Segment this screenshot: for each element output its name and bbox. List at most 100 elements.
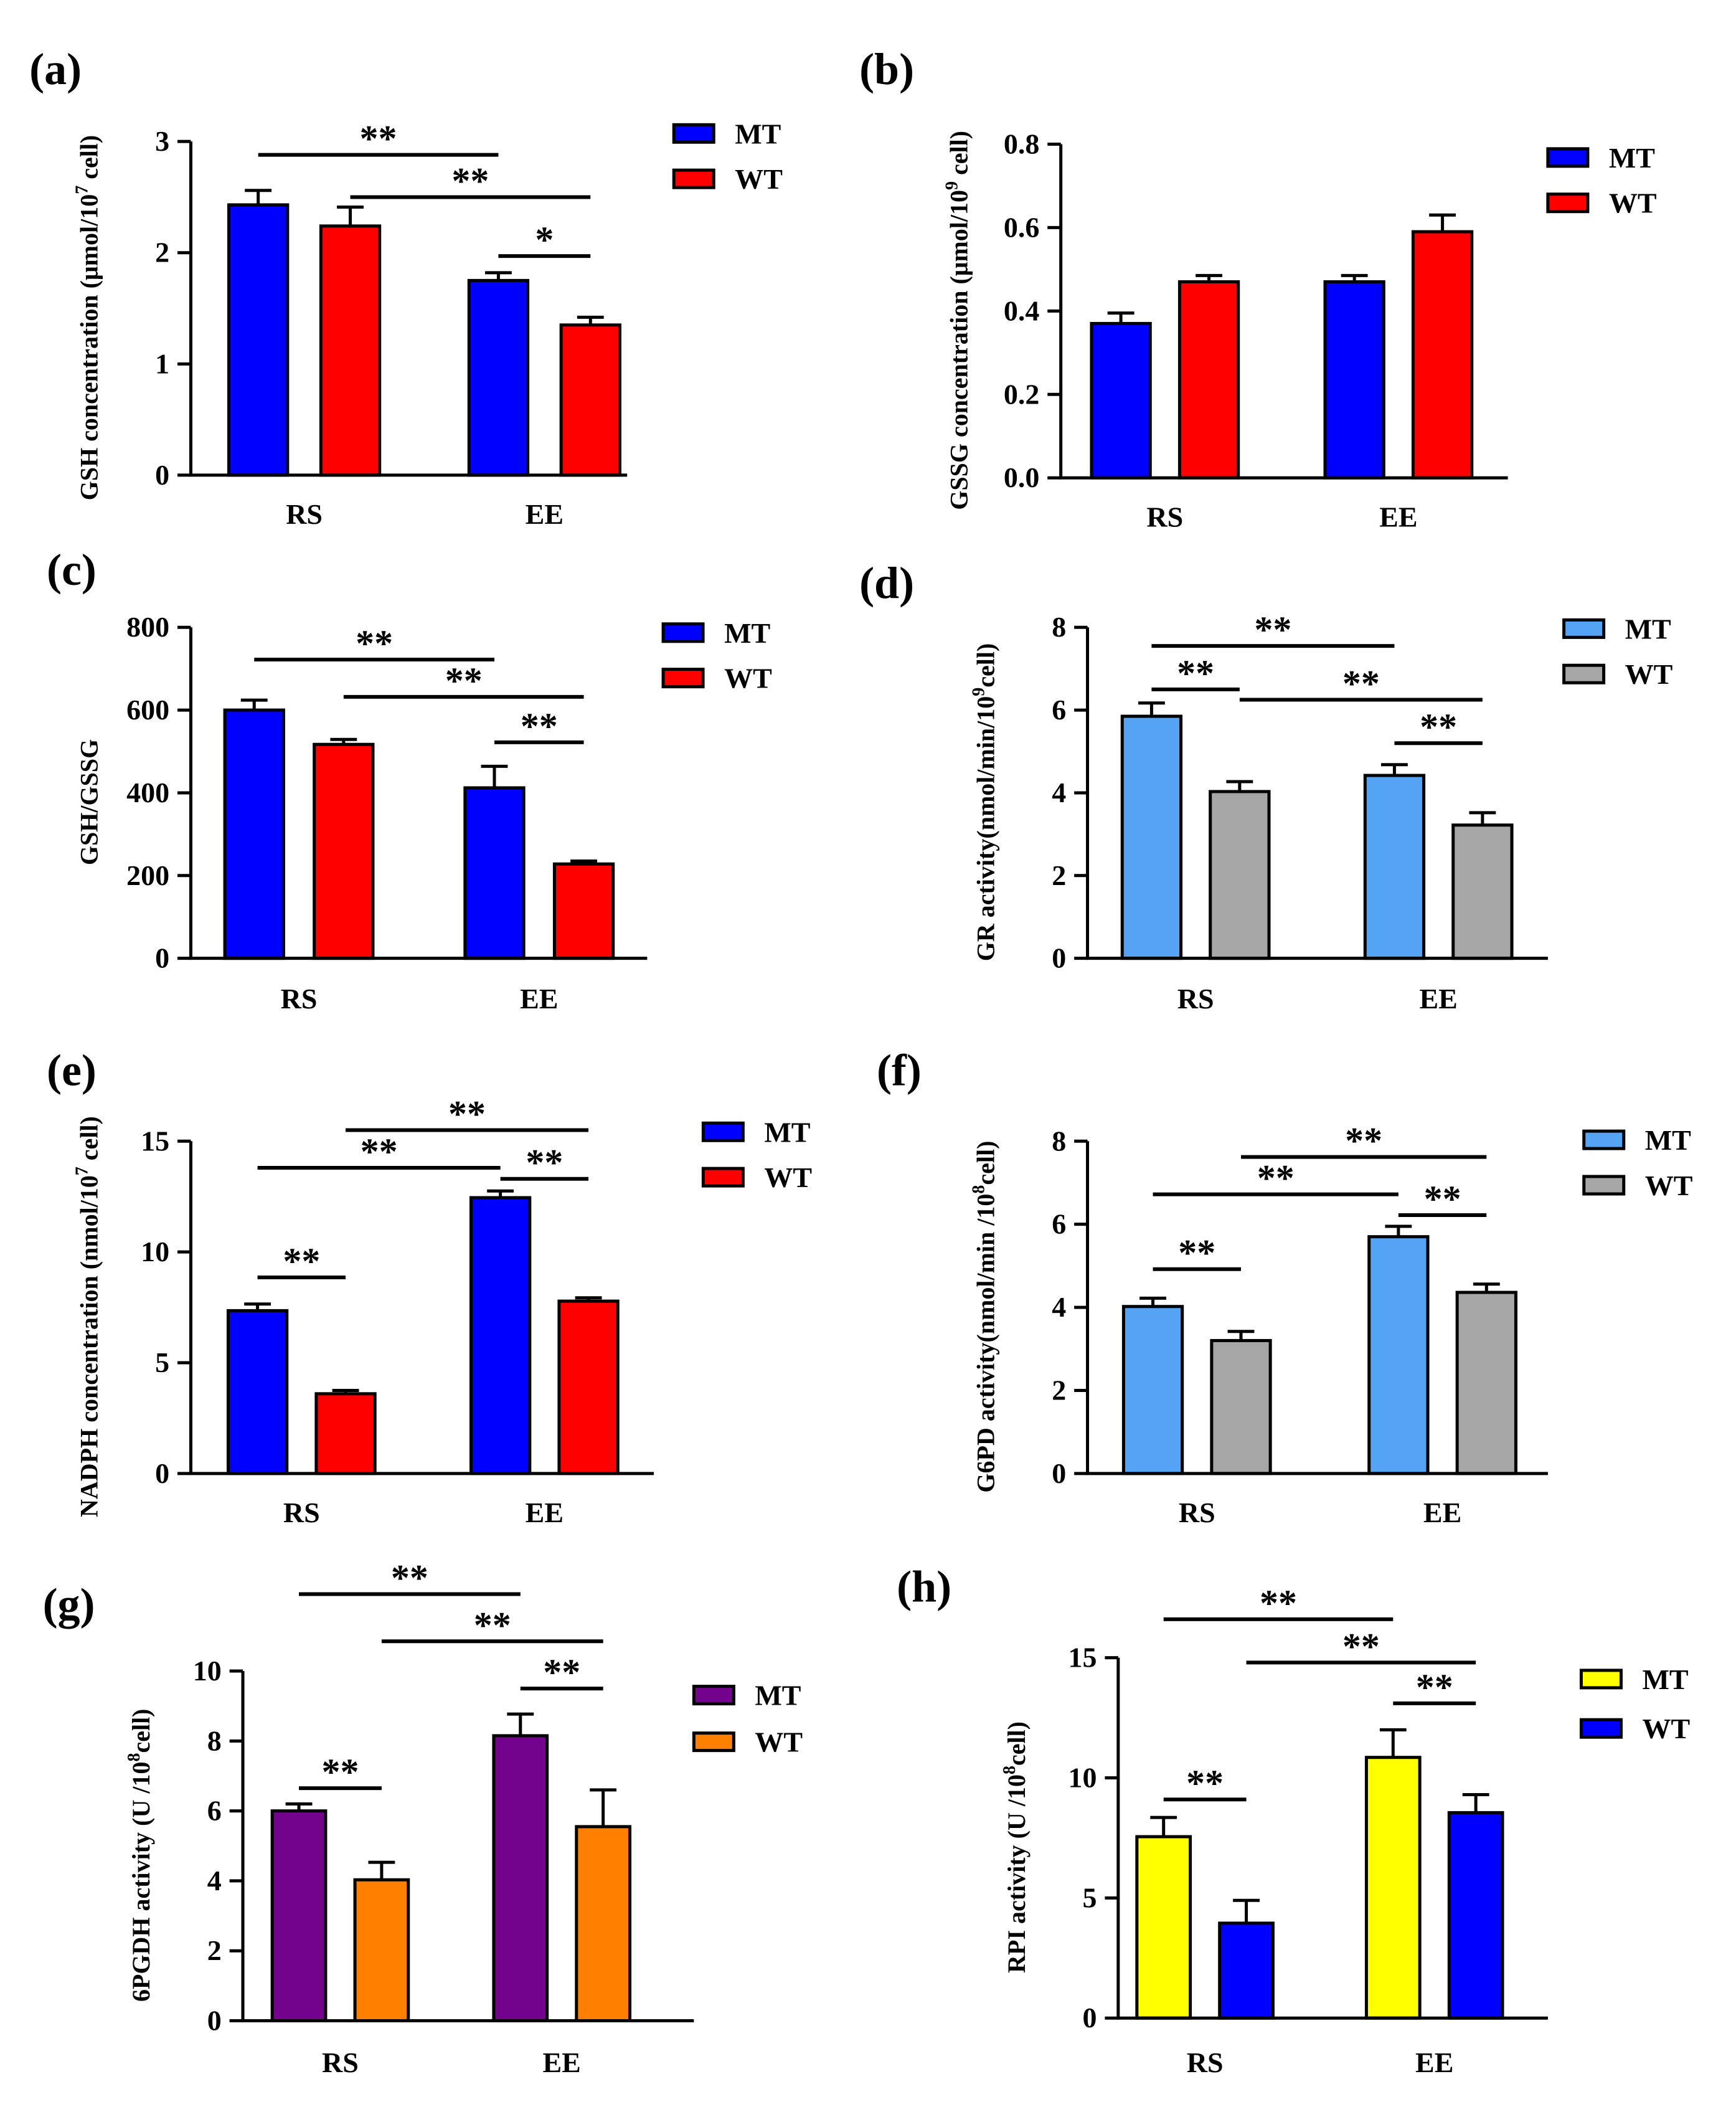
y-axis-title: GSH concentration (μmol/107 cell)	[72, 135, 103, 501]
bar-wt-rs	[314, 1392, 377, 1475]
bar-wt-rs	[1210, 1338, 1272, 1475]
significance-mark: **	[445, 660, 483, 701]
axes	[1059, 144, 1508, 480]
panel-label: (g)	[43, 1579, 95, 1629]
bar-mt-ee	[1367, 1235, 1430, 1475]
chart-panel-h: (h) 0 5 10 15 RS EE RPI activity (U /108cell) **…	[897, 1562, 1690, 2078]
x-tick-label: EE	[1423, 1497, 1461, 1528]
error-bar	[1473, 1282, 1500, 1293]
error-bar	[1139, 1296, 1166, 1307]
significance-mark: **	[543, 1652, 580, 1693]
y-tick-label: 3	[155, 125, 169, 157]
bar-mt-rs	[226, 1309, 289, 1475]
legend-label-wt: WT	[1625, 658, 1673, 690]
legend-label-wt: WT	[735, 163, 783, 195]
significance-mark: **	[1342, 663, 1380, 704]
error-bar	[285, 1802, 313, 1811]
legend-swatch-mt	[661, 622, 705, 643]
legend-swatch-wt	[661, 668, 705, 689]
x-tick-label: RS	[322, 2047, 359, 2078]
y-tick-label: 2	[155, 237, 169, 268]
bar-mt-rs	[227, 203, 290, 477]
legend-swatch-mt	[1562, 618, 1606, 639]
y-tick-label: 2	[207, 1934, 222, 1966]
bar-wt-ee	[1451, 823, 1514, 960]
y-tick-label: 0	[155, 1457, 169, 1489]
bar-wt-ee	[1411, 230, 1474, 480]
legend-swatch-wt	[1546, 192, 1590, 214]
y-tick-label: 0	[155, 459, 169, 491]
legend-swatch-wt	[1562, 663, 1606, 684]
y-tick-label: 6	[207, 1795, 222, 1827]
error-bar	[590, 1788, 617, 1827]
error-bar	[1233, 1898, 1260, 1923]
panel-label: (b)	[859, 44, 914, 94]
axes	[1086, 1141, 1548, 1475]
significance-mark: **	[521, 706, 558, 747]
y-axis-title: GR activity(nmol/min/109cell)	[969, 643, 1000, 962]
y-tick-label: 6	[1052, 694, 1066, 726]
bar-wt-rs	[1209, 790, 1271, 960]
bar-wt-ee	[1447, 1811, 1504, 2020]
bar-wt-ee	[552, 862, 615, 960]
chart-panel-d: (d) 0 2 4 6 8 RS EE GR activity(nmol/min/109cell…	[859, 558, 1672, 1015]
x-tick-label: EE	[1415, 2047, 1453, 2078]
significance-mark: **	[391, 1558, 428, 1599]
y-tick-label: 5	[155, 1347, 169, 1378]
y-tick-label: 800	[126, 611, 169, 643]
x-tick-label: RS	[283, 1497, 320, 1528]
bar-wt-rs	[313, 742, 375, 960]
legend-label-mt: MT	[1609, 142, 1655, 174]
error-bar	[332, 1388, 359, 1394]
y-tick-label: 0	[207, 2005, 222, 2037]
legend-swatch-mt	[701, 1121, 745, 1142]
y-tick-label: 10	[193, 1655, 222, 1687]
significance-mark: **	[1416, 1667, 1453, 1708]
error-bar	[487, 1189, 514, 1198]
x-tick-label: EE	[543, 2047, 581, 2078]
significance-mark: **	[356, 623, 393, 664]
error-bar	[484, 271, 512, 281]
bar-wt-rs	[1177, 280, 1240, 480]
panel-label: (h)	[897, 1562, 951, 1612]
significance-mark: **	[1342, 1626, 1380, 1667]
bar-wt-ee	[575, 1825, 631, 2023]
significance-mark: **	[1186, 1763, 1224, 1804]
legend-label-wt: WT	[764, 1162, 812, 1193]
y-axis-title: RPI activity (U /108cell)	[1000, 1721, 1031, 1973]
significance-mark: **	[1420, 706, 1457, 747]
bar-mt-rs	[223, 708, 285, 960]
error-bar	[1469, 811, 1496, 825]
chart-panel-c: (c) 0 200 400 600 800 RS EE GSH/GSSG ** ** ** MT WT	[47, 545, 772, 1015]
bar-mt-ee	[463, 786, 526, 960]
error-bar	[245, 189, 272, 205]
chart-panel-b: (b) 0.0 0.2 0.4 0.6 0.8 RS EE GSSG concentration…	[859, 44, 1656, 533]
y-tick-label: 10	[141, 1236, 169, 1267]
bar-wt-rs	[353, 1878, 410, 2023]
error-bar	[330, 737, 357, 745]
error-bar	[507, 1712, 534, 1736]
y-tick-label: 2	[1052, 859, 1066, 891]
bar-mt-rs	[1121, 1305, 1184, 1475]
legend-swatch-mt	[1546, 147, 1590, 168]
significance-mark: **	[321, 1751, 359, 1792]
error-bar	[1227, 1330, 1255, 1341]
y-tick-label: 5	[1083, 1882, 1097, 1913]
error-bar	[368, 1860, 395, 1880]
bar-wt-rs	[1218, 1921, 1275, 2020]
bar-mt-rs	[1090, 321, 1152, 480]
x-tick-label: EE	[526, 498, 564, 530]
error-bar	[240, 698, 268, 711]
error-bar	[1462, 1792, 1489, 1813]
significance-mark: **	[360, 118, 397, 159]
bar-mt-ee	[1363, 774, 1426, 960]
error-bar	[244, 1302, 271, 1311]
y-tick-label: 8	[1052, 611, 1066, 643]
legend-swatch-mt	[1579, 1669, 1623, 1690]
y-tick-label: 1	[155, 348, 169, 379]
panel-label: (e)	[47, 1045, 97, 1095]
legend-swatch-wt	[1579, 1718, 1623, 1739]
significance-mark: **	[1345, 1120, 1382, 1162]
significance-mark: **	[361, 1131, 398, 1172]
